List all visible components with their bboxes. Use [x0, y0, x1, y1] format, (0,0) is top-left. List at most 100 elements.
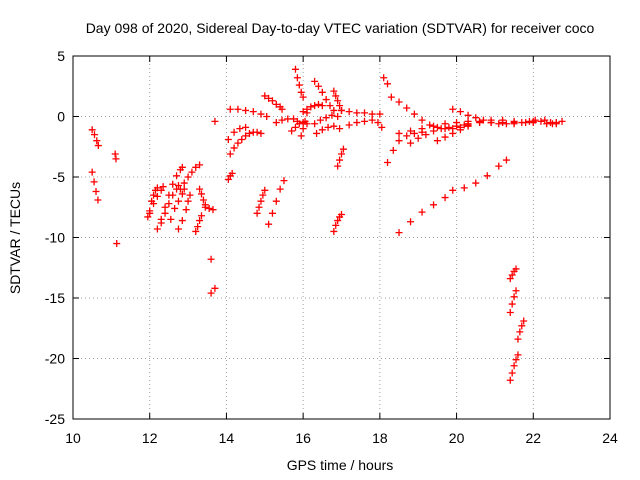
data-point — [297, 132, 305, 140]
series-arc-28 — [299, 100, 326, 116]
data-point — [242, 132, 250, 140]
data-point — [88, 168, 96, 176]
data-point — [389, 146, 397, 154]
data-point — [508, 369, 516, 377]
y-tick-label: -20 — [45, 351, 65, 367]
data-point — [201, 203, 209, 211]
data-point — [311, 102, 319, 110]
data-point — [196, 185, 204, 193]
series-arc-08 — [167, 185, 188, 223]
data-point — [153, 225, 161, 233]
data-point — [441, 194, 449, 202]
data-point — [224, 175, 232, 183]
data-point — [395, 137, 403, 145]
data-point — [303, 105, 311, 113]
data-point — [157, 186, 165, 194]
data-point — [345, 121, 353, 129]
data-point — [259, 191, 267, 199]
data-point — [291, 123, 299, 131]
series-arc-38 — [384, 128, 426, 166]
data-point — [230, 144, 238, 152]
data-point — [169, 180, 177, 188]
data-point — [322, 96, 330, 104]
data-point — [407, 218, 415, 226]
data-point — [174, 181, 182, 189]
data-point — [361, 109, 369, 117]
data-point — [332, 92, 340, 100]
data-point — [173, 172, 181, 180]
data-point — [541, 116, 549, 124]
data-point — [453, 122, 461, 130]
series-arc-01 — [88, 126, 102, 150]
data-point — [334, 217, 342, 225]
series-arc-46 — [506, 265, 520, 283]
data-point — [414, 134, 422, 142]
data-point — [460, 121, 468, 129]
data-point — [418, 125, 426, 133]
data-point — [506, 275, 514, 283]
data-point — [313, 129, 321, 137]
data-point — [380, 74, 388, 82]
data-point — [433, 137, 441, 145]
series-arc-29 — [311, 77, 338, 114]
data-point — [336, 102, 344, 110]
data-point — [278, 105, 286, 113]
series-arc-21 — [253, 186, 269, 217]
series-arc-15 — [207, 255, 215, 263]
series-arc-17 — [224, 169, 236, 183]
data-point — [178, 163, 186, 171]
data-point — [207, 289, 215, 297]
data-point — [512, 356, 520, 364]
data-point — [410, 129, 418, 137]
data-point — [483, 172, 491, 180]
series-arc-18 — [226, 105, 271, 120]
data-point — [184, 197, 192, 205]
data-point — [330, 87, 338, 95]
data-point — [272, 100, 280, 108]
x-tick-label: 24 — [602, 430, 618, 446]
data-point — [144, 213, 152, 221]
data-point — [165, 200, 173, 208]
data-point — [255, 203, 263, 211]
data-point — [502, 120, 510, 128]
data-point — [265, 220, 273, 228]
data-point — [441, 133, 449, 141]
data-point — [508, 271, 516, 279]
series-arc-47 — [506, 287, 520, 317]
data-point — [361, 117, 369, 125]
data-point — [311, 120, 319, 128]
series-arc-06 — [153, 163, 186, 233]
series-arc-34 — [334, 145, 347, 170]
data-point — [508, 300, 516, 308]
data-point — [374, 119, 382, 127]
series-arc-49 — [506, 351, 522, 384]
series-arc-19 — [226, 128, 265, 158]
data-point — [330, 106, 338, 114]
series-arc-03 — [111, 150, 121, 248]
data-point — [299, 125, 307, 133]
data-point — [403, 132, 411, 140]
data-point — [345, 108, 353, 116]
data-point — [537, 117, 545, 125]
data-point — [395, 129, 403, 137]
data-point — [276, 185, 284, 193]
data-point — [430, 127, 438, 135]
series-arc-13 — [201, 203, 217, 214]
data-point — [336, 125, 344, 133]
data-point — [339, 145, 347, 153]
data-point — [205, 204, 213, 212]
data-point — [111, 150, 119, 158]
data-point — [94, 196, 102, 204]
data-point — [318, 102, 326, 110]
data-point — [261, 186, 269, 194]
data-point — [192, 163, 200, 171]
data-point — [324, 123, 332, 131]
y-tick-label: 0 — [57, 109, 65, 125]
data-point — [558, 117, 566, 125]
data-point — [518, 322, 526, 330]
data-point — [184, 173, 192, 181]
axis-ticks — [72, 55, 611, 420]
data-points — [88, 65, 566, 384]
data-point — [182, 206, 190, 214]
